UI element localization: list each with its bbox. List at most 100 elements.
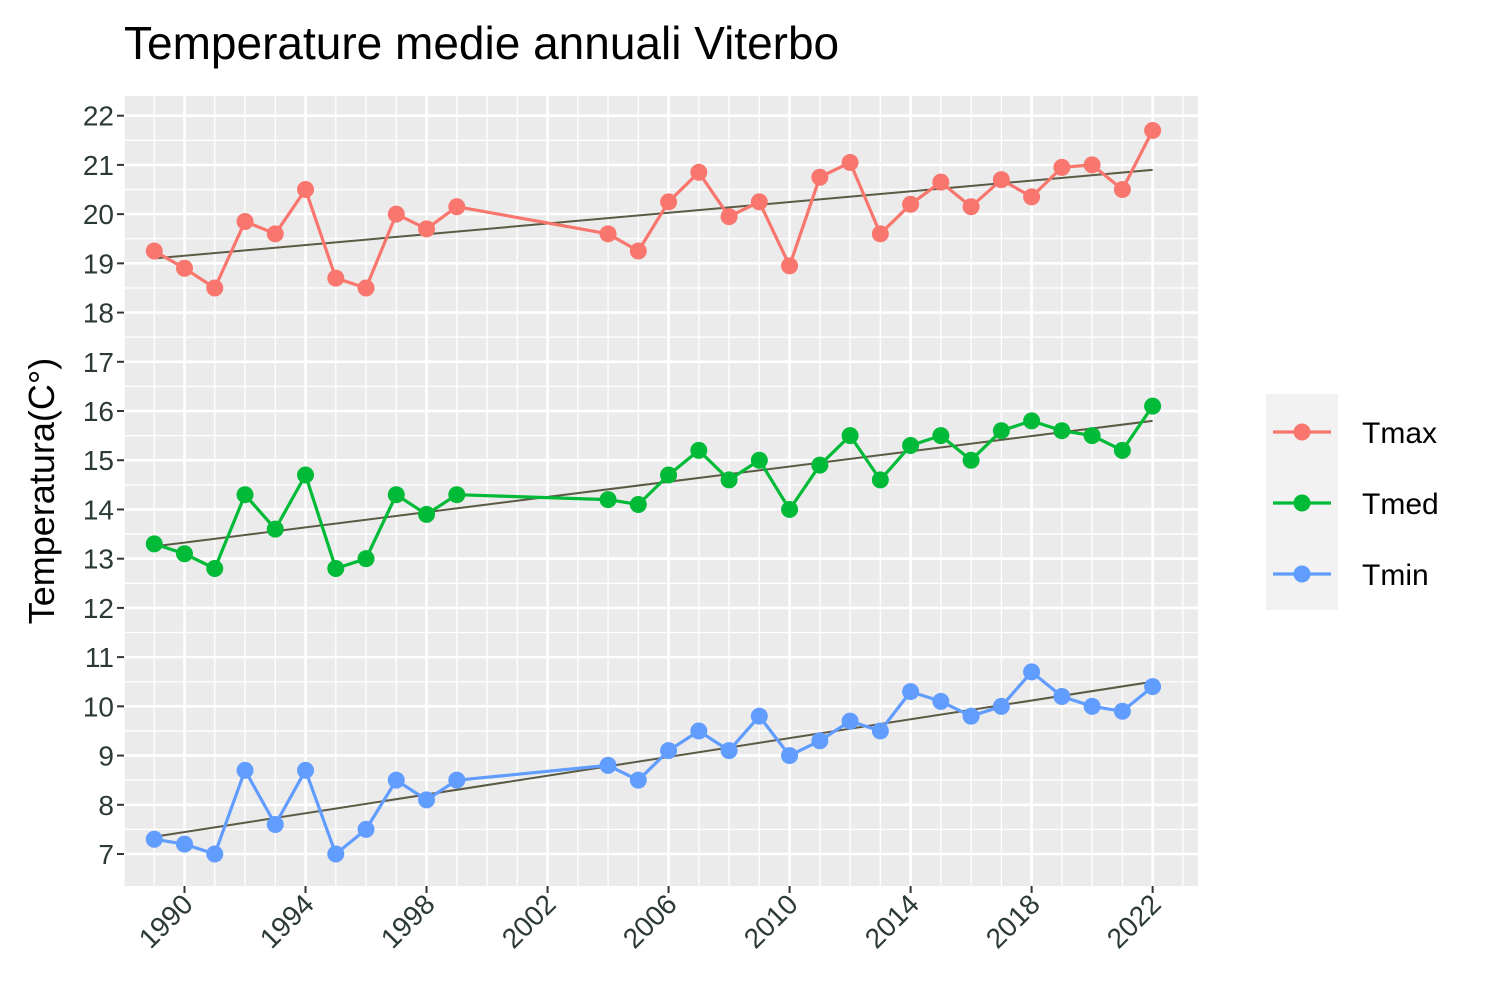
data-point-tmin [145,830,163,848]
data-point-tmin [236,761,254,779]
y-tick-label: 15 [83,445,114,476]
data-point-tmax [962,198,980,216]
data-point-tmed [387,486,405,504]
data-point-tmed [1113,441,1131,459]
data-point-tmin [781,747,799,765]
legend-label-tmin: Tmin [1362,559,1429,592]
data-point-tmed [1053,422,1071,440]
data-point-tmin [1113,702,1131,720]
y-tick-label: 10 [83,691,114,722]
data-point-tmed [357,550,375,568]
data-point-tmax [841,153,859,171]
data-point-tmed [145,535,163,553]
data-point-tmed [1144,397,1162,415]
x-tick-label: 2014 [859,888,925,954]
x-tick-label: 2010 [738,888,804,954]
data-point-tmax [720,208,738,226]
data-point-tmin [448,771,466,789]
y-tick-label: 20 [83,199,114,230]
data-point-tmin [206,845,224,863]
data-point-tmin [660,742,678,760]
data-point-tmin [266,815,284,833]
data-point-tmin [418,791,436,809]
legend-key-point [1293,565,1311,583]
data-point-tmax [932,173,950,191]
data-point-tmed [932,427,950,445]
x-tick-label: 2018 [980,888,1046,954]
y-axis: 7 8 9 10 11 12 13 14 15 16 17 18 19 20 21 22 [83,101,124,870]
data-point-tmed [327,560,345,578]
data-point-tmax [357,279,375,297]
data-point-tmed [871,471,889,489]
data-point-tmed [448,486,466,504]
data-point-tmed [781,500,799,518]
y-tick-label: 22 [83,101,114,132]
data-point-tmax [629,242,647,260]
data-point-tmax [1113,181,1131,199]
data-point-tmax [599,225,617,243]
legend: Tmax Tmed Tmin [1266,394,1439,610]
data-point-tmin [1023,663,1041,681]
data-point-tmin [902,683,920,701]
data-point-tmed [418,505,436,523]
data-point-tmax [448,198,466,216]
y-tick-label: 9 [98,741,114,772]
data-point-tmin [871,722,889,740]
data-point-tmin [750,707,768,725]
legend-key-point [1293,494,1311,512]
data-point-tmin [327,845,345,863]
data-point-tmax [236,213,254,231]
y-tick-label: 12 [83,593,114,624]
legend-label-tmed: Tmed [1362,488,1439,521]
data-point-tmed [176,545,194,563]
series-points [145,121,1162,863]
data-point-tmed [599,491,617,509]
y-tick-label: 13 [83,544,114,575]
data-point-tmax [418,220,436,238]
y-tick-label: 21 [83,150,114,181]
data-point-tmin [357,820,375,838]
data-point-tmax [871,225,889,243]
x-axis: 1990 1994 1998 2002 2006 2010 2014 2018 2022 [133,886,1167,954]
grid-major [124,96,1198,886]
data-point-tmed [206,560,224,578]
data-point-tmax [176,259,194,277]
x-tick-label: 2002 [496,888,562,954]
data-point-tmin [599,756,617,774]
y-tick-label: 19 [83,248,114,279]
y-tick-label: 7 [98,839,114,870]
data-point-tmed [297,466,315,484]
legend-key-point [1293,423,1311,441]
data-point-tmed [811,456,829,474]
legend-label-tmax: Tmax [1362,417,1437,450]
data-point-tmax [1083,156,1101,174]
data-point-tmed [690,441,708,459]
y-tick-label: 18 [83,298,114,329]
data-point-tmin [297,761,315,779]
data-point-tmin [841,712,859,730]
data-point-tmax [750,193,768,211]
data-point-tmax [811,168,829,186]
data-point-tmax [327,269,345,287]
data-point-tmed [1083,427,1101,445]
data-point-tmax [387,205,405,223]
data-point-tmin [176,835,194,853]
data-point-tmax [902,195,920,213]
data-point-tmin [387,771,405,789]
x-tick-label: 2006 [617,888,683,954]
data-point-tmed [902,436,920,454]
data-point-tmin [811,732,829,750]
chart-title: Temperature medie annuali Viterbo [124,17,840,69]
y-tick-label: 16 [83,396,114,427]
data-point-tmin [932,692,950,710]
y-tick-label: 8 [98,790,114,821]
x-tick-label: 1998 [375,888,441,954]
data-point-tmax [297,181,315,199]
data-point-tmax [660,193,678,211]
data-point-tmed [720,471,738,489]
data-point-tmed [1023,412,1041,430]
data-point-tmax [266,225,284,243]
data-point-tmin [720,742,738,760]
data-point-tmin [690,722,708,740]
data-point-tmin [629,771,647,789]
